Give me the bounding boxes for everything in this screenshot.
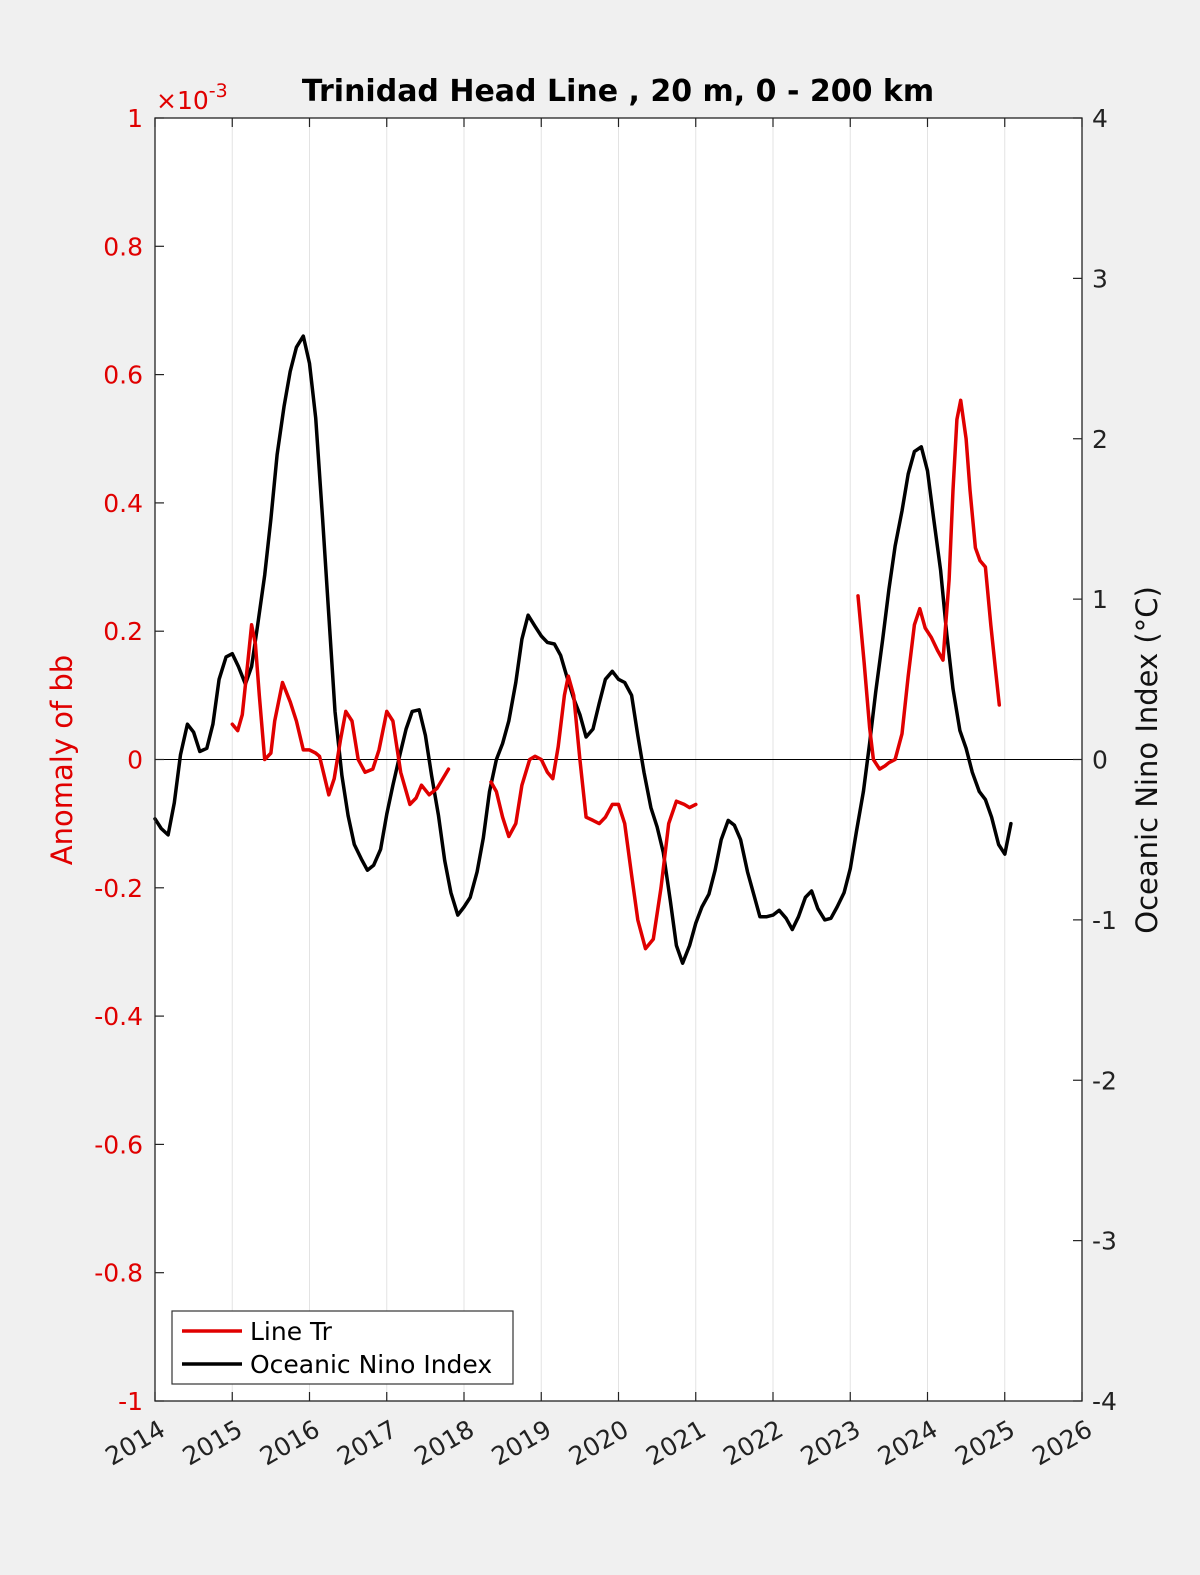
left-tick-labels: 1 0.8 0.6 0.4 0.2 0 -0.2 -0.4 -0.6 -0.8 -1	[94, 104, 143, 1416]
exponent-base: ×10	[156, 86, 209, 115]
legend[interactable]: Line Tr Oceanic Nino Index	[171, 1310, 514, 1385]
y-right-tick-label-0: 0	[1092, 746, 1108, 775]
tick-marks	[154, 117, 1083, 1402]
legend-box	[171, 1310, 514, 1385]
series-line-tr-segment-2	[856, 398, 1002, 771]
chart-title: Trinidad Head Line , 20 m, 0 - 200 km	[302, 74, 934, 109]
y-left-tick-label-0.4: 0.4	[103, 489, 143, 518]
legend-label-oni: Oceanic Nino Index	[250, 1350, 492, 1379]
y-right-tick-label-2: 2	[1092, 425, 1108, 454]
exponent-power: -3	[209, 80, 228, 102]
y-right-tick-label--4: -4	[1092, 1387, 1117, 1416]
right-axis-label: Oceanic Nino Index (°C)	[1130, 586, 1164, 934]
y-right-tick-label--2: -2	[1092, 1066, 1117, 1095]
y-left-tick-label--1: -1	[118, 1387, 143, 1416]
y-left-tick-label-0.8: 0.8	[103, 232, 143, 261]
left-axis-label: Anomaly of bb	[45, 655, 79, 865]
series-line-tr-segment-1	[489, 674, 698, 951]
y-left-tick-label-0.2: 0.2	[103, 617, 143, 646]
y-left-tick-label-0: 0	[127, 746, 143, 775]
series-oni-segment-0	[153, 334, 1013, 965]
y-right-tick-label--1: -1	[1092, 906, 1117, 935]
y-right-tick-label--3: -3	[1092, 1227, 1117, 1256]
y-right-tick-label-4: 4	[1092, 104, 1108, 133]
y-left-tick-label-0.6: 0.6	[103, 361, 143, 390]
series-layer	[153, 334, 1013, 965]
series-line-tr-segment-0	[230, 623, 451, 807]
y-left-tick-label-1: 1	[127, 104, 143, 133]
y-left-tick-label--0.8: -0.8	[94, 1259, 143, 1288]
y-right-tick-label-1: 1	[1092, 585, 1108, 614]
left-axis-exponent: ×10-3	[156, 80, 228, 115]
y-left-tick-label--0.6: -0.6	[94, 1130, 143, 1159]
legend-label-line-tr: Line Tr	[250, 1317, 333, 1346]
right-tick-labels: 4 3 2 1 0 -1 -2 -3 -4	[1092, 104, 1117, 1416]
y-right-tick-label-3: 3	[1092, 264, 1108, 293]
y-left-tick-label--0.4: -0.4	[94, 1002, 143, 1031]
y-left-tick-label--0.2: -0.2	[94, 874, 143, 903]
